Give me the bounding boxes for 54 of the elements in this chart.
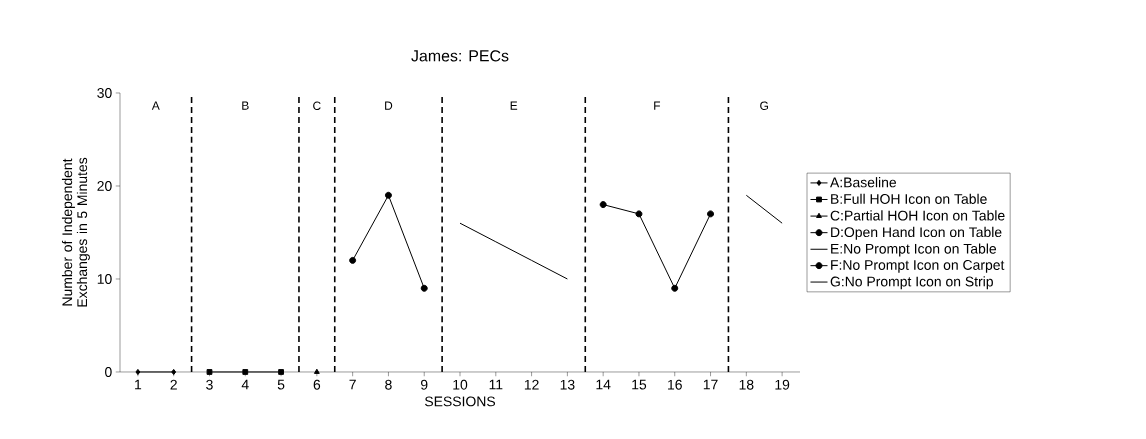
y-tick-label: 30 [97, 88, 112, 98]
point [349, 256, 357, 264]
x-tick-label: 13 [560, 379, 575, 390]
x-tick-label: 9 [421, 379, 428, 390]
point [707, 210, 715, 218]
annotation: E [510, 101, 518, 110]
legend-label: A:Baseline [830, 177, 897, 188]
x-tick-label: 1 [135, 379, 142, 390]
x-tick-label: 3 [206, 379, 213, 390]
x-tick-label: 4 [241, 379, 249, 390]
legend-label: G:No Prompt Icon on Strip [830, 276, 993, 290]
point [278, 369, 284, 375]
point [313, 368, 320, 374]
annotation: A [151, 101, 160, 110]
chart-title: James: PECs [411, 50, 509, 62]
x-tick-label: 18 [739, 379, 754, 390]
x-tick-label: 6 [313, 379, 321, 390]
annotation: G [760, 101, 768, 110]
point [635, 210, 643, 218]
point [599, 201, 607, 209]
x-tick-label: 15 [632, 379, 647, 390]
x-tick-label: 14 [596, 379, 611, 390]
point [420, 284, 428, 292]
point [135, 368, 141, 376]
x-tick-label: 12 [524, 379, 539, 390]
legend-label: C:Partial HOH Icon on Table [830, 210, 1005, 221]
x-tick-label: 17 [703, 379, 718, 390]
legend-label: E:No Prompt Icon on Table [831, 243, 997, 257]
annotation: D [385, 101, 393, 110]
annotation: C [313, 101, 321, 110]
x-axis-title: SESSIONS [424, 396, 496, 407]
annotation: F [654, 101, 661, 110]
point [384, 191, 392, 199]
point [242, 369, 249, 375]
x-tick-label: 16 [668, 379, 682, 390]
x-tick-label: 2 [170, 379, 177, 390]
point [171, 368, 177, 376]
x-tick-label: 5 [277, 379, 285, 390]
point [671, 284, 679, 292]
legend-label: F:No Prompt Icon on Carpet [831, 260, 1005, 273]
x-tick-label: 8 [385, 379, 392, 390]
y-tick-label: 20 [97, 181, 112, 191]
x-tick-label: 7 [349, 379, 356, 390]
y-axis-title: Number of Independent Exchanges in 5 Minutes [61, 157, 90, 307]
legend-label: B:Full HOH Icon on Table [831, 193, 987, 204]
legend-label: D:Open Hand Icon on Table [831, 226, 1002, 240]
x-tick-label: 19 [775, 379, 790, 390]
y-tick-label: 0 [105, 367, 112, 377]
point [206, 369, 213, 375]
y-tick-label: 10 [97, 274, 112, 284]
annotation: B [242, 101, 249, 110]
x-tick-label: 10 [453, 379, 468, 390]
x-tick-label: 11 [489, 379, 503, 390]
line-series [459, 222, 568, 280]
